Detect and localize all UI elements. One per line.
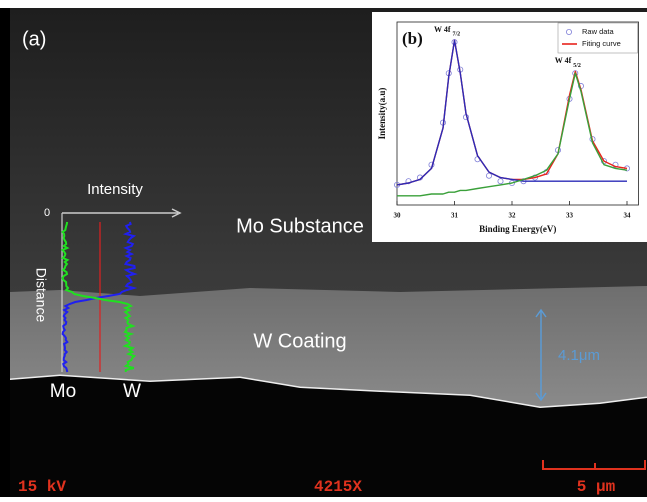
profile-distance-label: Distance [33, 268, 49, 323]
x-tick-label: 33 [566, 212, 574, 220]
left-border [0, 8, 10, 497]
panel-label: (b) [402, 29, 423, 48]
peak-label: W 4f [434, 25, 451, 34]
thickness-label: 4.1μm [558, 347, 600, 364]
profile-origin: 0 [44, 207, 50, 219]
x-tick-label: 32 [509, 212, 517, 220]
x-tick-label: 34 [624, 212, 632, 220]
peak-label-sub: 5/2 [573, 63, 581, 69]
scale-label: 5 μm [577, 478, 616, 496]
x-tick-label: 30 [394, 212, 402, 220]
figure: (a) Mo Substance W Coating 4.1μm Intensi… [0, 0, 647, 497]
peak-label-sub: 7/2 [453, 32, 461, 38]
peak-label: W 4f [555, 56, 572, 65]
panel-label: (a) [22, 28, 46, 50]
mo-label: Mo [50, 381, 76, 402]
substance-label: Mo Substance [236, 215, 364, 237]
legend-label: Raw data [582, 27, 615, 36]
legend-label: Fiting curve [582, 39, 621, 48]
magnification: 4215X [314, 478, 362, 496]
profile-axis-label: Intensity [87, 181, 143, 198]
w-label: W [123, 381, 141, 402]
x-axis-label: Binding Energy(eV) [479, 224, 556, 234]
x-tick-label: 31 [451, 212, 459, 220]
y-axis-label: Intensity(a.u) [377, 88, 387, 140]
voltage: 15 kV [18, 478, 66, 496]
coating-label: W Coating [253, 330, 346, 352]
